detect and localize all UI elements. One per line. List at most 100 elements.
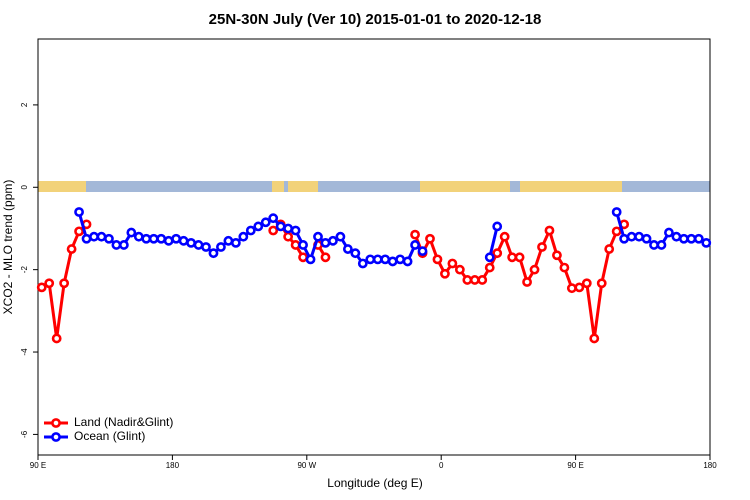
data-point — [335, 231, 346, 242]
x-tick-label: 90 W — [297, 461, 316, 470]
data-point — [133, 231, 144, 242]
data-point — [447, 258, 458, 269]
data-point — [410, 229, 420, 240]
legend-marker — [51, 432, 61, 442]
data-point — [298, 252, 308, 263]
y-tick-label: -6 — [20, 430, 29, 438]
data-point — [380, 254, 391, 265]
data-point — [440, 268, 450, 279]
data-point — [111, 240, 122, 250]
data-point — [320, 237, 331, 248]
data-point — [260, 217, 271, 228]
x-tick-label: 90 E — [30, 461, 46, 470]
series-line — [413, 223, 626, 339]
data-point — [678, 233, 689, 244]
data-point — [283, 231, 294, 242]
x-tick-label: 180 — [166, 461, 180, 470]
data-point — [619, 233, 630, 244]
data-point — [544, 225, 555, 236]
y-tick-label: 2 — [20, 102, 29, 107]
data-point — [529, 264, 540, 275]
data-point — [372, 254, 383, 265]
data-point — [492, 221, 503, 232]
data-point — [238, 231, 249, 242]
data-point — [96, 231, 107, 242]
data-point — [59, 278, 70, 289]
data-point — [596, 278, 607, 289]
series-line — [488, 226, 499, 258]
data-point — [432, 254, 443, 265]
data-point — [36, 282, 47, 293]
data-point — [589, 333, 600, 344]
data-point — [671, 231, 682, 242]
data-point — [290, 240, 301, 250]
data-point — [283, 223, 294, 234]
data-point — [522, 277, 532, 287]
data-point — [484, 252, 495, 263]
y-tick-label: -2 — [20, 266, 29, 274]
data-point — [574, 282, 585, 293]
legend-label: Land (Nadir&Glint) — [74, 415, 173, 429]
data-point — [701, 237, 712, 248]
data-point — [499, 231, 510, 242]
data-point — [604, 244, 615, 254]
data-point — [664, 227, 674, 238]
data-point — [148, 233, 159, 244]
data-point — [305, 254, 316, 265]
data-point — [649, 240, 659, 250]
data-point — [350, 248, 361, 259]
data-point — [156, 233, 167, 244]
data-point — [693, 233, 704, 244]
data-point — [118, 240, 129, 250]
y-tick-label: -4 — [20, 348, 29, 356]
data-point — [581, 278, 592, 289]
data-point — [552, 250, 562, 261]
legend-marker — [51, 418, 61, 428]
chart-title: 25N-30N July (Ver 10) 2015-01-01 to 2020… — [209, 11, 542, 28]
data-point — [66, 244, 77, 254]
data-point — [126, 227, 137, 238]
data-point — [417, 246, 428, 257]
data-point — [104, 233, 114, 244]
data-point — [253, 221, 264, 232]
plot-frame — [37, 38, 711, 456]
data-point — [559, 262, 570, 273]
data-point — [51, 333, 62, 344]
data-point — [365, 254, 376, 265]
data-point — [634, 231, 644, 242]
data-point — [537, 242, 547, 252]
data-point — [656, 240, 667, 250]
data-point — [268, 225, 279, 236]
data-point — [313, 231, 323, 242]
x-tick-label: 0 — [439, 461, 444, 470]
x-tick-label: 90 E — [567, 461, 583, 470]
data-point — [216, 242, 226, 252]
y-tick-label: 0 — [20, 185, 29, 190]
data-point — [342, 244, 353, 254]
data-point — [611, 207, 622, 217]
data-point — [163, 235, 174, 246]
data-point — [402, 256, 413, 267]
data-point — [186, 237, 196, 248]
data-point — [320, 252, 331, 263]
data-point — [514, 252, 525, 263]
data-point — [469, 275, 480, 285]
y-axis-label: XCO2 - MLO trend (ppm) — [1, 180, 15, 315]
data-point — [81, 233, 92, 244]
data-point — [245, 225, 256, 236]
data-point — [410, 240, 420, 250]
data-point — [492, 248, 503, 259]
data-point — [178, 235, 189, 246]
data-point — [641, 233, 652, 244]
data-point — [74, 226, 84, 237]
data-point — [208, 248, 219, 259]
x-axis-label: Longitude (deg E) — [327, 476, 422, 490]
data-point — [268, 213, 279, 224]
data-point — [477, 275, 488, 285]
data-point — [223, 235, 234, 246]
data-point — [328, 235, 338, 246]
data-point — [425, 233, 435, 244]
data-point — [454, 264, 465, 275]
data-point — [298, 240, 308, 250]
